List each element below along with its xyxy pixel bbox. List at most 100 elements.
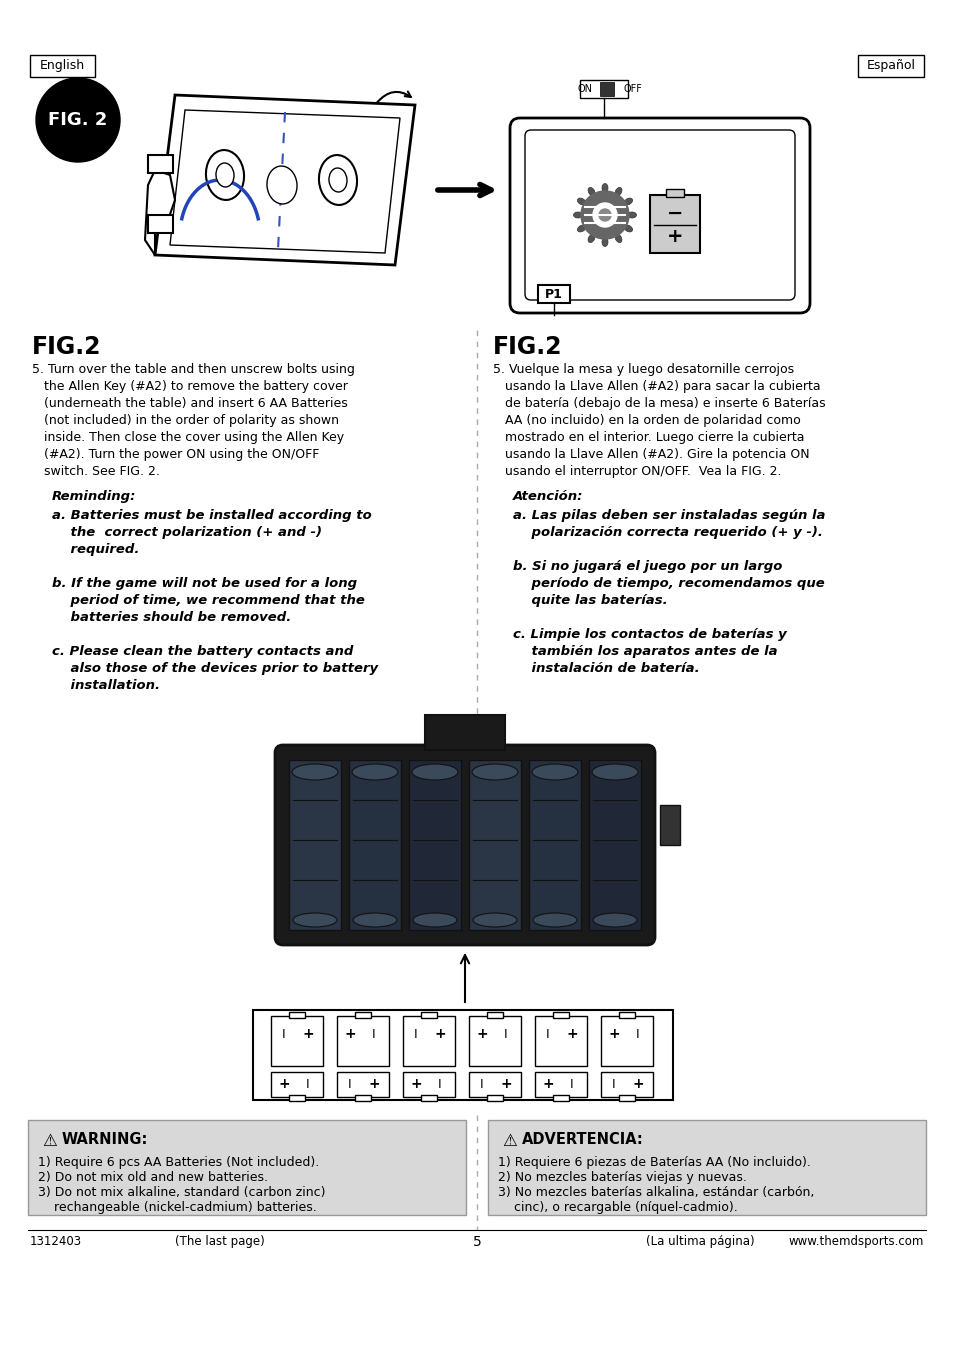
Bar (420, 1012, 436, 1018)
Text: inside. Then close the cover using the Allen Key: inside. Then close the cover using the A… (32, 431, 344, 444)
Text: 1) Requiere 6 piezas de Baterías AA (No incluido).: 1) Requiere 6 piezas de Baterías AA (No … (497, 1156, 810, 1169)
Bar (336, 1072, 389, 1098)
Bar (649, 194, 700, 252)
Ellipse shape (587, 234, 595, 243)
Bar (600, 1072, 652, 1098)
Ellipse shape (601, 238, 607, 247)
Text: +: + (565, 1027, 578, 1041)
Text: usando el interruptor ON/OFF.  Vea la FIG. 2.: usando el interruptor ON/OFF. Vea la FIG… (493, 464, 781, 478)
Ellipse shape (592, 764, 638, 780)
Text: de batería (debajo de la mesa) e inserte 6 Baterías: de batería (debajo de la mesa) e inserte… (493, 397, 824, 410)
Bar (271, 1072, 323, 1098)
Text: −: − (666, 204, 682, 223)
Text: ADVERTENCIA:: ADVERTENCIA: (521, 1133, 643, 1147)
Bar (553, 1012, 568, 1018)
Circle shape (580, 190, 628, 239)
Bar (420, 1095, 436, 1102)
Text: OFF: OFF (623, 84, 642, 95)
Bar (618, 1012, 635, 1018)
Text: I: I (479, 1077, 483, 1091)
Text: usando la Llave Allen (#A2) para sacar la cubierta: usando la Llave Allen (#A2) para sacar l… (493, 379, 820, 393)
Ellipse shape (329, 167, 347, 192)
Text: 5. Vuelque la mesa y luego desatornille cerrojos: 5. Vuelque la mesa y luego desatornille … (493, 363, 793, 377)
FancyBboxPatch shape (274, 745, 655, 945)
Bar (424, 716, 504, 751)
Ellipse shape (413, 913, 456, 927)
Ellipse shape (215, 163, 233, 188)
Text: 3) No mezcles baterías alkalina, estándar (carbón,: 3) No mezcles baterías alkalina, estánda… (497, 1187, 814, 1199)
Bar (253, 1010, 672, 1100)
Ellipse shape (577, 225, 585, 232)
Bar (30, 55, 95, 77)
Text: English: English (39, 59, 85, 73)
Bar (289, 760, 340, 930)
Bar (469, 760, 520, 930)
Text: ON: ON (578, 84, 593, 95)
Bar (355, 1012, 371, 1018)
Text: period of time, we recommend that the: period of time, we recommend that the (52, 594, 364, 608)
Ellipse shape (615, 234, 621, 243)
Bar (402, 1017, 455, 1066)
Text: quite las baterías.: quite las baterías. (513, 594, 667, 608)
Text: +: + (278, 1077, 290, 1091)
Bar (148, 215, 172, 234)
Text: I: I (437, 1077, 441, 1091)
Text: I: I (612, 1077, 616, 1091)
Ellipse shape (206, 150, 244, 200)
Text: AA (no incluido) en la orden de polaridad como: AA (no incluido) en la orden de polarida… (493, 414, 800, 427)
Ellipse shape (532, 764, 578, 780)
Text: 2) Do not mix old and new batteries.: 2) Do not mix old and new batteries. (38, 1170, 268, 1184)
Ellipse shape (577, 198, 585, 205)
Ellipse shape (472, 764, 517, 780)
Bar (349, 760, 400, 930)
Ellipse shape (623, 198, 632, 205)
Text: b. Si no jugará el juego por un largo: b. Si no jugará el juego por un largo (513, 560, 781, 572)
Text: +: + (368, 1077, 379, 1091)
Ellipse shape (473, 913, 517, 927)
Text: also those of the devices prior to battery: also those of the devices prior to batte… (52, 662, 377, 675)
Text: +: + (608, 1027, 619, 1041)
Text: FIG.2: FIG.2 (32, 335, 101, 359)
Circle shape (593, 202, 617, 227)
Bar (537, 285, 569, 302)
Text: Reminding:: Reminding: (52, 490, 136, 504)
Bar (486, 1095, 502, 1102)
Bar (336, 1017, 389, 1066)
Ellipse shape (593, 913, 637, 927)
Text: período de tiempo, recomendamos que: período de tiempo, recomendamos que (513, 576, 824, 590)
Bar (355, 1095, 371, 1102)
Text: batteries should be removed.: batteries should be removed. (52, 612, 291, 624)
Text: a. Batteries must be installed according to: a. Batteries must be installed according… (52, 509, 372, 522)
Ellipse shape (353, 913, 396, 927)
Text: 1312403: 1312403 (30, 1235, 82, 1247)
Text: +: + (499, 1077, 511, 1091)
Text: I: I (282, 1027, 286, 1041)
Text: P1: P1 (544, 288, 562, 301)
Bar (553, 1095, 568, 1102)
Text: rechangeable (nickel-cadmium) batteries.: rechangeable (nickel-cadmium) batteries. (38, 1202, 316, 1214)
Text: Atención:: Atención: (513, 490, 583, 504)
Text: b. If the game will not be used for a long: b. If the game will not be used for a lo… (52, 576, 356, 590)
Text: (underneath the table) and insert 6 AA Batteries: (underneath the table) and insert 6 AA B… (32, 397, 348, 410)
Bar (857, 55, 923, 77)
Text: (La ultima página): (La ultima página) (645, 1235, 754, 1247)
Text: ⚠: ⚠ (42, 1133, 57, 1150)
Ellipse shape (533, 913, 577, 927)
Text: WARNING:: WARNING: (62, 1133, 149, 1147)
Text: FIG. 2: FIG. 2 (49, 111, 108, 130)
Text: +: + (344, 1027, 355, 1041)
Text: 1) Require 6 pcs AA Batteries (Not included).: 1) Require 6 pcs AA Batteries (Not inclu… (38, 1156, 319, 1169)
Bar (488, 1120, 925, 1215)
Bar (409, 760, 460, 930)
Text: mostrado en el interior. Luego cierre la cubierta: mostrado en el interior. Luego cierre la… (493, 431, 803, 444)
Polygon shape (145, 170, 174, 255)
Polygon shape (154, 95, 415, 265)
Text: c. Please clean the battery contacts and: c. Please clean the battery contacts and (52, 645, 353, 657)
Bar (665, 189, 683, 197)
Text: 2) No mezcles baterías viejas y nuevas.: 2) No mezcles baterías viejas y nuevas. (497, 1170, 746, 1184)
Text: (The last page): (The last page) (175, 1235, 265, 1247)
Text: polarización correcta requerido (+ y -).: polarización correcta requerido (+ y -). (513, 526, 822, 539)
Bar (486, 1012, 502, 1018)
Bar (618, 1095, 635, 1102)
Bar (579, 80, 627, 99)
